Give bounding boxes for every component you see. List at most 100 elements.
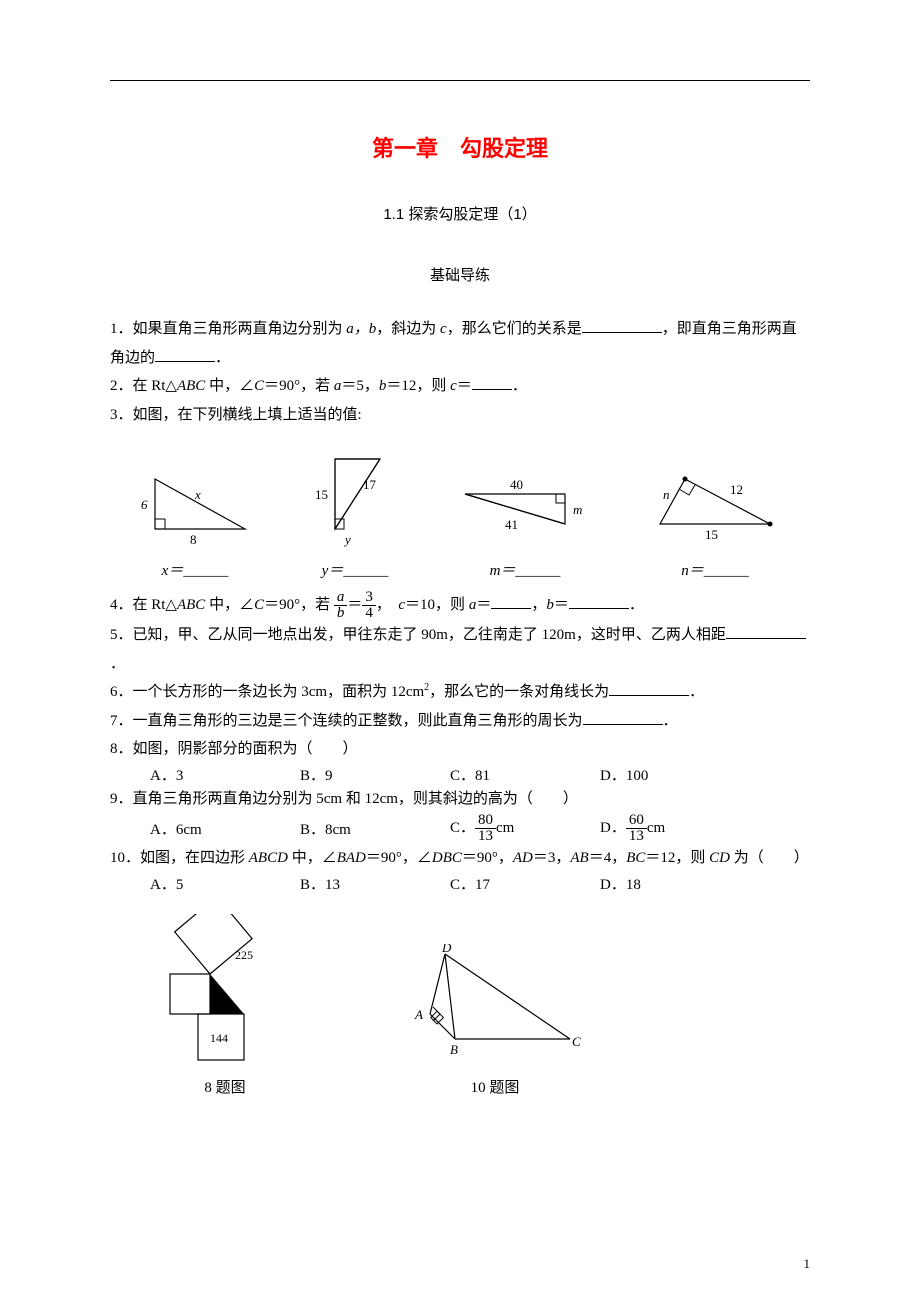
q7-text: 7．一直角三角形的三边是三个连续的正整数，则此直角三角形的周长为	[110, 713, 583, 729]
blank	[472, 374, 512, 390]
fig-8: 225 144 8 题图	[150, 914, 300, 1097]
blank	[582, 317, 662, 333]
q2-m1: 中，∠	[205, 378, 254, 394]
opt-D: D．6013cm	[600, 813, 720, 844]
q4-comma: ，	[531, 597, 546, 613]
opt-C: C．81	[450, 764, 600, 785]
q4-tri: ABC	[177, 597, 205, 613]
q10-e2: ＝4，	[589, 850, 627, 866]
q5-end: ．	[110, 656, 125, 672]
question-4: 4．在 Rt△ABC 中，∠C＝90°，若 ab＝34， c＝10，则 a＝，b…	[110, 590, 810, 621]
q3-fig-1: 6 x 8 x＝______	[135, 469, 255, 580]
question-2: 2．在 Rt△ABC 中，∠C＝90°，若 a＝5，b＝12，则 c＝．	[110, 372, 810, 401]
subsection-title: 基础导练	[110, 264, 810, 285]
q2-c: c	[450, 378, 457, 394]
blank	[609, 680, 689, 696]
q3-label-1: x＝______	[135, 559, 255, 580]
q8-options: A．3 B．9 C．81 D．100	[150, 764, 810, 785]
svg-text:A: A	[414, 1007, 423, 1022]
q1-t3: ，那么它们的关系是	[447, 321, 582, 337]
q4-e2: ＝	[554, 597, 569, 613]
q10-ad: AD	[513, 850, 533, 866]
q3-fig-2: 15 17 y y＝______	[305, 449, 405, 580]
quadrilateral-diagram-icon: D A B C	[400, 944, 590, 1064]
blank	[726, 623, 806, 639]
question-5: 5．已知，甲、乙从同一地点出发，甲往东走了 90m，乙往南走了 120m，这时甲…	[110, 621, 810, 678]
q2-e2: ＝12，则	[386, 378, 450, 394]
question-7: 7．一直角三角形的三边是三个连续的正整数，则此直角三角形的周长为．	[110, 707, 810, 736]
q10-m1: 中，∠	[288, 850, 337, 866]
question-8: 8．如图，阴影部分的面积为（ ）	[110, 735, 810, 764]
triangle-icon: n 12 15	[645, 469, 785, 549]
triangle-icon: 40 41 m	[455, 479, 595, 549]
svg-text:15: 15	[315, 487, 328, 502]
svg-text:15: 15	[705, 527, 718, 542]
opt-D: D．100	[600, 764, 750, 785]
blank	[583, 709, 663, 725]
triangle-icon: 15 17 y	[305, 449, 405, 549]
svg-text:n: n	[663, 487, 670, 502]
svg-text:8: 8	[190, 532, 197, 547]
svg-text:41: 41	[505, 517, 518, 532]
q4-m1: 中，∠	[205, 597, 254, 613]
q2-e1: ＝5，	[341, 378, 379, 394]
fig8-caption: 8 题图	[150, 1076, 300, 1097]
opt-A: A．5	[150, 873, 300, 894]
svg-text:x: x	[194, 487, 201, 502]
q10-bc: BC	[626, 850, 645, 866]
opt-B: B．13	[300, 873, 450, 894]
q6-a: 6．一个长方形的一条边长为 3cm，面积为 12cm	[110, 684, 424, 700]
section-title: 1.1 探索勾股定理（1）	[110, 203, 810, 224]
q10-options: A．5 B．13 C．17 D．18	[150, 873, 810, 894]
chapter-title: 第一章 勾股定理	[110, 131, 810, 163]
q4-m3: ，	[376, 597, 399, 613]
fraction: 8013	[475, 813, 496, 844]
opt-B: B．9	[300, 764, 450, 785]
q4-e1: ＝	[476, 597, 491, 613]
question-9: 9．直角三角形两直角边分别为 5cm 和 12cm，则其斜边的高为（ ）	[110, 785, 810, 814]
q10-quad: ABCD	[249, 850, 288, 866]
q3-figures: 6 x 8 x＝______ 15 17 y y＝______	[110, 449, 810, 580]
q10-pre: 10．如图，在四边形	[110, 850, 249, 866]
fig-10: D A B C 10 题图	[400, 944, 590, 1097]
q10-a1: BAD	[337, 850, 366, 866]
fig10-caption: 10 题图	[400, 1076, 590, 1097]
q10-e1: ＝3，	[533, 850, 571, 866]
question-3: 3．如图，在下列横线上填上适当的值:	[110, 401, 810, 430]
svg-text:225: 225	[235, 948, 253, 962]
q9-text: 9．直角三角形两直角边分别为 5cm 和 12cm，则其斜边的高为（ ）	[110, 791, 578, 807]
q2-ang: C	[254, 378, 264, 394]
page-number: 1	[804, 1256, 811, 1272]
q1-end: ．	[215, 350, 230, 366]
opt-C: C．8013cm	[450, 813, 600, 844]
q3-fig-3: 40 41 m m＝______	[455, 479, 595, 580]
q4-b: b	[546, 597, 554, 613]
q3-text: 3．如图，在下列横线上填上适当的值:	[110, 407, 362, 423]
q5-text: 5．已知，甲、乙从同一地点出发，甲往东走了 90m，乙往南走了 120m，这时甲…	[110, 627, 726, 643]
opt-A: A．3	[150, 764, 300, 785]
opt-C: C．17	[450, 873, 600, 894]
svg-text:m: m	[573, 502, 582, 517]
q3-label-4: n＝______	[645, 559, 785, 580]
page: 第一章 勾股定理 1.1 探索勾股定理（1） 基础导练 1．如果直角三角形两直角…	[0, 0, 920, 1302]
svg-text:D: D	[441, 944, 452, 955]
q2-tri: ABC	[177, 378, 205, 394]
svg-text:144: 144	[210, 1031, 228, 1045]
opt-D: D．18	[600, 873, 750, 894]
fraction: ab	[334, 590, 348, 621]
q10-cd: CD	[709, 850, 730, 866]
q4-end: ．	[629, 597, 644, 613]
q1-text: 1．如果直角三角形两直角边分别为	[110, 321, 346, 337]
fraction: 34	[362, 590, 376, 621]
q1-c: c	[440, 321, 447, 337]
q10-m2: ＝90°，∠	[366, 850, 432, 866]
q1-vars: a，b	[346, 321, 376, 337]
q3-label-2: y＝______	[305, 559, 405, 580]
svg-text:17: 17	[363, 477, 377, 492]
question-10: 10．如图，在四边形 ABCD 中，∠BAD＝90°，∠DBC＝90°，AD＝3…	[110, 844, 810, 873]
q1-t2: ，斜边为	[376, 321, 440, 337]
blank	[569, 593, 629, 609]
triangle-icon: 6 x 8	[135, 469, 255, 549]
q9-options: A．6cm B．8cm C．8013cm D．6013cm	[150, 813, 810, 844]
q4-pre: 4．在 Rt△	[110, 597, 177, 613]
